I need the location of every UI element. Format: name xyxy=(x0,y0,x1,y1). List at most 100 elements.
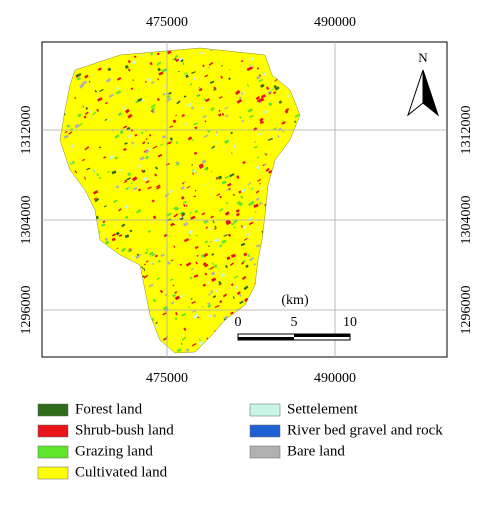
speck xyxy=(150,81,155,85)
speck xyxy=(239,300,244,305)
speck xyxy=(204,120,207,123)
speck xyxy=(96,173,100,177)
speck xyxy=(219,195,222,199)
speck xyxy=(198,338,201,342)
speck xyxy=(74,170,78,174)
speck xyxy=(66,124,71,128)
speck xyxy=(189,211,192,214)
speck xyxy=(156,52,160,56)
speck xyxy=(243,252,248,257)
speck xyxy=(123,147,127,152)
speck xyxy=(222,293,228,298)
speck xyxy=(176,100,181,105)
speck xyxy=(84,111,89,115)
speck xyxy=(281,121,286,125)
speck xyxy=(235,209,240,213)
speck xyxy=(120,247,127,253)
speck xyxy=(181,294,185,297)
speck xyxy=(126,126,131,131)
speck xyxy=(200,106,204,110)
speck xyxy=(127,68,131,72)
speck xyxy=(258,201,263,206)
speck xyxy=(200,253,205,258)
speck xyxy=(253,263,257,266)
speck xyxy=(213,314,216,318)
speck xyxy=(210,290,214,294)
speck xyxy=(175,141,179,144)
speck xyxy=(228,187,232,191)
speck xyxy=(218,280,222,285)
speck xyxy=(174,207,180,211)
speck xyxy=(213,88,217,91)
speck xyxy=(186,185,191,189)
speck xyxy=(155,166,158,170)
speck xyxy=(151,253,156,257)
speck xyxy=(235,212,240,217)
speck xyxy=(189,83,193,86)
speck xyxy=(133,55,137,59)
speck xyxy=(124,204,129,210)
speck xyxy=(248,66,254,71)
speck xyxy=(194,171,198,174)
speck xyxy=(244,156,247,159)
scale-tick: 0 xyxy=(235,315,242,330)
speck xyxy=(198,51,204,55)
speck xyxy=(157,153,163,158)
speck xyxy=(106,118,110,122)
speck xyxy=(194,189,197,192)
speck xyxy=(208,61,214,66)
speck xyxy=(191,309,197,313)
speck xyxy=(260,83,265,88)
speck xyxy=(255,197,260,201)
speck xyxy=(138,208,142,213)
scale-seg xyxy=(238,337,294,340)
speck xyxy=(137,97,143,102)
speck xyxy=(218,96,223,99)
speck xyxy=(191,301,196,304)
speck xyxy=(238,190,242,194)
speck xyxy=(268,137,273,141)
speck xyxy=(198,163,204,168)
speck xyxy=(117,112,123,117)
legend-swatch xyxy=(37,445,69,459)
legend-swatch xyxy=(249,445,281,459)
speck xyxy=(210,193,213,196)
speck xyxy=(128,186,131,190)
speck xyxy=(207,267,211,271)
speck xyxy=(149,251,154,256)
speck xyxy=(203,98,207,101)
speck xyxy=(213,86,217,90)
speck xyxy=(115,185,120,189)
speck xyxy=(81,80,88,85)
legend-swatch xyxy=(249,403,281,417)
speck xyxy=(277,127,282,132)
speck xyxy=(149,61,153,66)
speck xyxy=(135,100,139,104)
arrow-right xyxy=(422,69,440,117)
speck xyxy=(143,274,149,279)
speck xyxy=(99,88,104,93)
speck xyxy=(232,193,236,197)
speck xyxy=(97,97,103,102)
scale-bar: (km) 0 5 10 xyxy=(235,293,357,341)
speck xyxy=(118,234,123,237)
speck xyxy=(187,102,193,107)
speck xyxy=(176,348,182,353)
speck xyxy=(84,74,89,79)
speck xyxy=(188,234,191,237)
speck xyxy=(236,200,242,205)
speck xyxy=(133,186,138,191)
legend-label: Bare land xyxy=(287,443,345,459)
x-label: 475000 xyxy=(146,15,188,30)
speck xyxy=(139,156,145,161)
legend-label: Settelement xyxy=(287,401,359,417)
speck xyxy=(137,188,142,192)
speck xyxy=(162,337,168,341)
speck xyxy=(258,187,264,191)
speck xyxy=(208,281,211,284)
speck xyxy=(157,67,161,72)
speck xyxy=(209,240,213,243)
speck xyxy=(102,220,106,224)
speck xyxy=(265,153,268,156)
